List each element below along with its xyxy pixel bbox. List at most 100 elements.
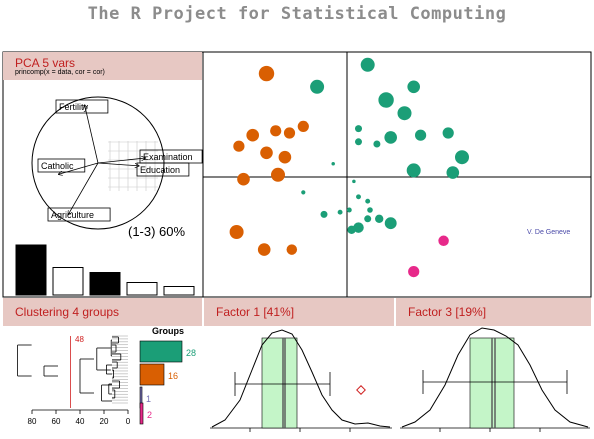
factor1-panel-title: Factor 1 [41%] (216, 305, 295, 319)
scatter-point (360, 57, 375, 72)
variable-label-box (55, 99, 109, 114)
group-count: 28 (186, 348, 196, 358)
density-curve (401, 327, 589, 428)
factor3-panel-title: Factor 3 [19%] (408, 305, 487, 319)
groups-bars: 28 16 1 2 (139, 340, 196, 425)
scatter-point (260, 146, 273, 160)
variable-label-box (37, 158, 86, 173)
axis-tick-label: 0 (126, 417, 131, 426)
axis-tick-label: 80 (28, 417, 37, 426)
scatter-point (233, 140, 245, 152)
scatter-point (364, 215, 372, 223)
variable-label-box (47, 207, 111, 222)
scatter-credit: V. De Geneve (527, 229, 570, 236)
scatter-point (337, 209, 343, 215)
scatter-point (442, 127, 454, 139)
groups-title: Groups (152, 326, 184, 336)
scree-bar (163, 286, 195, 296)
scatter-point (258, 65, 275, 82)
variable-arrow (85, 105, 99, 164)
scatter-point (270, 125, 282, 137)
scatter-point (283, 127, 296, 139)
pca-panel-header: PCA 5 vars princomp(x = data, cor = cor) (3, 52, 202, 80)
group-bar (139, 340, 183, 363)
variable-label: Education (140, 165, 180, 175)
scree-bar (52, 267, 84, 296)
scatter-point (408, 266, 420, 278)
scatter-point (257, 243, 271, 256)
pca-axes-label: (1-3) 60% (128, 224, 186, 239)
scatter-point (355, 125, 362, 133)
outlier-marker (356, 385, 366, 395)
scatter-point (320, 210, 328, 218)
scatter-point (271, 167, 285, 182)
clustering-panel-header: Clustering 4 groups (3, 298, 202, 326)
axis-tick-label: 20 (100, 417, 109, 426)
factor1-density (210, 329, 392, 432)
scatter-point (384, 217, 397, 230)
scatter-point (353, 222, 364, 233)
axis-tick-label: 40 (76, 417, 85, 426)
factor1-panel-header: Factor 1 [41%] (204, 298, 394, 326)
group-count: 1 (146, 394, 151, 404)
scatter-point (310, 79, 325, 94)
scatter-point (373, 140, 381, 148)
variable-arrow (97, 158, 145, 164)
variable-label: Catholic (41, 161, 74, 171)
scatter-point (347, 225, 356, 234)
scatter-point (297, 120, 309, 132)
scatter-point (378, 92, 394, 108)
scatter-point (375, 214, 384, 223)
scatter-point (301, 190, 306, 195)
scatter-point (331, 162, 335, 166)
scatter-point (415, 129, 427, 141)
factor3-density (400, 327, 590, 432)
cut-height-label: 48 (75, 335, 84, 344)
dendrogram (17, 335, 128, 408)
variable-arrow (97, 162, 139, 166)
scatter-point (356, 194, 361, 200)
scatter-point (455, 150, 469, 165)
group-count: 2 (147, 410, 152, 420)
scree-bar (15, 244, 47, 296)
scree-bar (126, 282, 158, 296)
variable-arrow (68, 162, 99, 214)
factor3-panel-header: Factor 3 [19%] (396, 298, 591, 326)
group-bar (139, 363, 165, 386)
scree-plot (15, 244, 195, 296)
pca-panel-subtitle: princomp(x = data, cor = cor) (15, 69, 105, 76)
scree-bar (89, 272, 121, 296)
scatter-point (365, 198, 371, 204)
density-curve (211, 329, 391, 428)
pca-scatter (203, 52, 591, 297)
pca-panel-title: PCA 5 vars (15, 56, 76, 70)
scatter-point (278, 150, 292, 164)
variable-label: Examination (143, 152, 193, 162)
scatter-point (246, 128, 259, 142)
scatter-point (397, 106, 412, 121)
pca-correlation-circle: Fertility Catholic Examination Education Agr… (31, 96, 203, 230)
scatter-point (286, 244, 298, 255)
variable-label: Fertility (59, 102, 88, 112)
scatter-point (406, 163, 421, 178)
page-title: The R Project for Statistical Computing (87, 4, 507, 24)
clustering-panel-title: Clustering 4 groups (15, 305, 120, 319)
scatter-panel-frame (202, 51, 592, 298)
scatter-point (367, 207, 373, 213)
scatter-point (352, 179, 356, 184)
scatter-point (346, 207, 352, 213)
scatter-point (438, 235, 449, 247)
group-bar (139, 402, 144, 425)
scatter-point (384, 131, 398, 144)
group-count: 16 (168, 371, 178, 381)
scatter-point (229, 225, 244, 239)
scatter-point (446, 166, 460, 179)
dendrogram-axis: 80 60 40 20 0 (28, 409, 131, 426)
scatter-point (407, 80, 421, 94)
variable-label-box (136, 162, 190, 177)
density-iqr-band (261, 337, 298, 429)
scatter-point (355, 138, 362, 146)
scatter-point (237, 172, 250, 186)
axis-tick-label: 60 (52, 417, 61, 426)
